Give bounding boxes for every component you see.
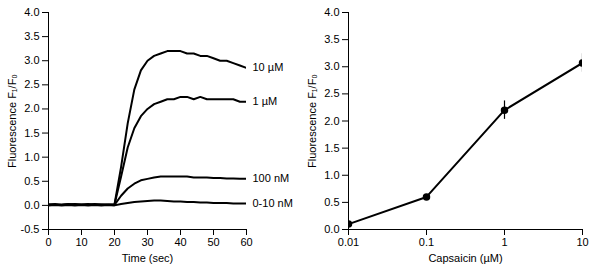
svg-text:30: 30 [141,236,153,248]
svg-text:2.5: 2.5 [324,87,339,99]
svg-text:Fluorescence F₁/F₀: Fluorescence F₁/F₀ [306,74,318,168]
svg-text:100 nM: 100 nM [253,172,290,184]
svg-text:2.5: 2.5 [24,78,39,90]
svg-text:1: 1 [501,236,507,248]
svg-text:60: 60 [240,236,252,248]
svg-text:40: 40 [174,236,186,248]
svg-text:1.0: 1.0 [24,151,39,163]
svg-text:2.0: 2.0 [324,115,339,127]
svg-text:Time (sec): Time (sec) [122,252,174,264]
svg-text:1.5: 1.5 [24,127,39,139]
svg-text:0.0: 0.0 [24,199,39,211]
svg-text:Capsaicin (µM): Capsaicin (µM) [428,252,502,264]
svg-text:1 µM: 1 µM [253,95,278,107]
svg-text:2.0: 2.0 [24,102,39,114]
svg-text:50: 50 [207,236,219,248]
svg-text:3.5: 3.5 [24,30,39,42]
svg-text:0.5: 0.5 [324,196,339,208]
svg-text:4.0: 4.0 [324,6,339,18]
svg-text:0-10 nM: 0-10 nM [253,197,293,209]
svg-text:0.1: 0.1 [419,236,434,248]
svg-text:0.01: 0.01 [338,236,359,248]
svg-text:-0.5: -0.5 [21,223,40,235]
svg-text:0: 0 [45,236,51,248]
svg-text:4.0: 4.0 [24,6,39,18]
svg-text:3.5: 3.5 [324,33,339,45]
svg-text:1.0: 1.0 [324,169,339,181]
svg-text:10 µM: 10 µM [253,61,284,73]
svg-text:20: 20 [108,236,120,248]
svg-text:1.5: 1.5 [324,142,339,154]
svg-text:0.0: 0.0 [324,223,339,235]
svg-text:Fluorescence F₁/F₀: Fluorescence F₁/F₀ [6,74,18,168]
svg-text:10: 10 [576,236,588,248]
svg-text:3.0: 3.0 [24,54,39,66]
svg-text:10: 10 [75,236,87,248]
svg-text:3.0: 3.0 [324,60,339,72]
svg-text:0.5: 0.5 [24,175,39,187]
